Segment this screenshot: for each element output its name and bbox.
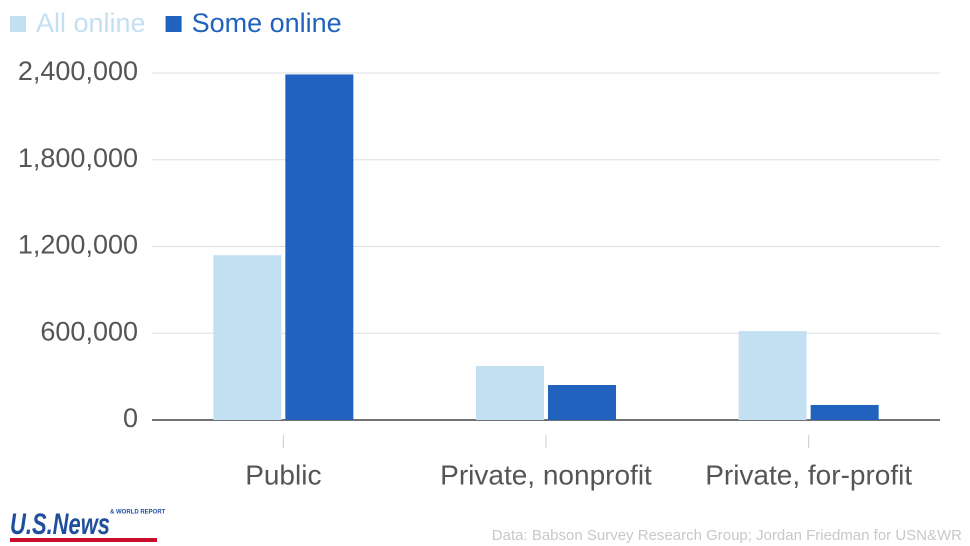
legend-label: Some online bbox=[192, 8, 342, 38]
y-tick-label: 1,200,000 bbox=[18, 230, 138, 260]
logo-stripe bbox=[10, 538, 157, 542]
bar bbox=[810, 404, 879, 420]
legend-label: All online bbox=[36, 8, 146, 38]
legend-swatch bbox=[10, 16, 26, 32]
y-tick-label: 0 bbox=[123, 403, 138, 433]
logo-tagline: & WORLD REPORT bbox=[110, 510, 166, 516]
source: Data: Babson Survey Research Group; Jord… bbox=[492, 527, 962, 544]
x-tick-label: Public bbox=[245, 459, 321, 490]
x-tick-label: Private, nonprofit bbox=[440, 459, 652, 490]
bar bbox=[476, 366, 544, 420]
legend-swatch bbox=[165, 16, 182, 32]
y-tick-label: 2,400,000 bbox=[18, 56, 138, 86]
logo: U.S.News & WORLD REPORT bbox=[8, 508, 166, 542]
y-tick-label: 600,000 bbox=[40, 316, 138, 346]
y-tick-label: 1,800,000 bbox=[18, 143, 138, 173]
bar bbox=[285, 74, 354, 420]
bar bbox=[548, 385, 616, 420]
x-tick-label: Private, for-profit bbox=[705, 459, 912, 490]
logo-text: U.S.News bbox=[10, 508, 110, 541]
logo-box bbox=[8, 508, 158, 540]
bar bbox=[213, 255, 282, 420]
bar bbox=[738, 331, 807, 420]
